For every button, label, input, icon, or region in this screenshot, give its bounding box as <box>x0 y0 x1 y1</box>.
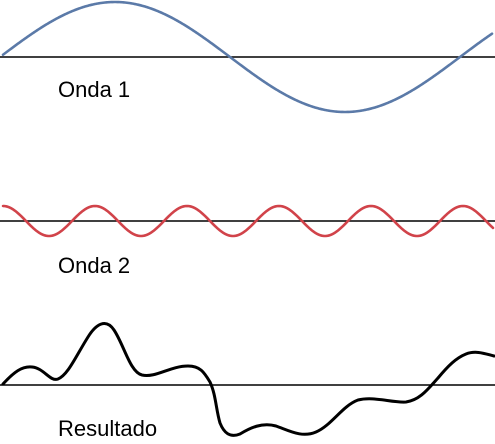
wave-2-curve <box>1 204 495 238</box>
wave-1-panel: Onda 1 <box>0 0 495 114</box>
wave-1-label: Onda 1 <box>58 77 130 102</box>
wave-2-panel: Onda 2 <box>0 204 495 278</box>
result-curve <box>1 322 495 437</box>
wave-1-curve <box>1 0 494 114</box>
result-label: Resultado <box>58 416 157 441</box>
result-panel: Resultado <box>0 322 495 441</box>
wave-2-label: Onda 2 <box>58 253 130 278</box>
